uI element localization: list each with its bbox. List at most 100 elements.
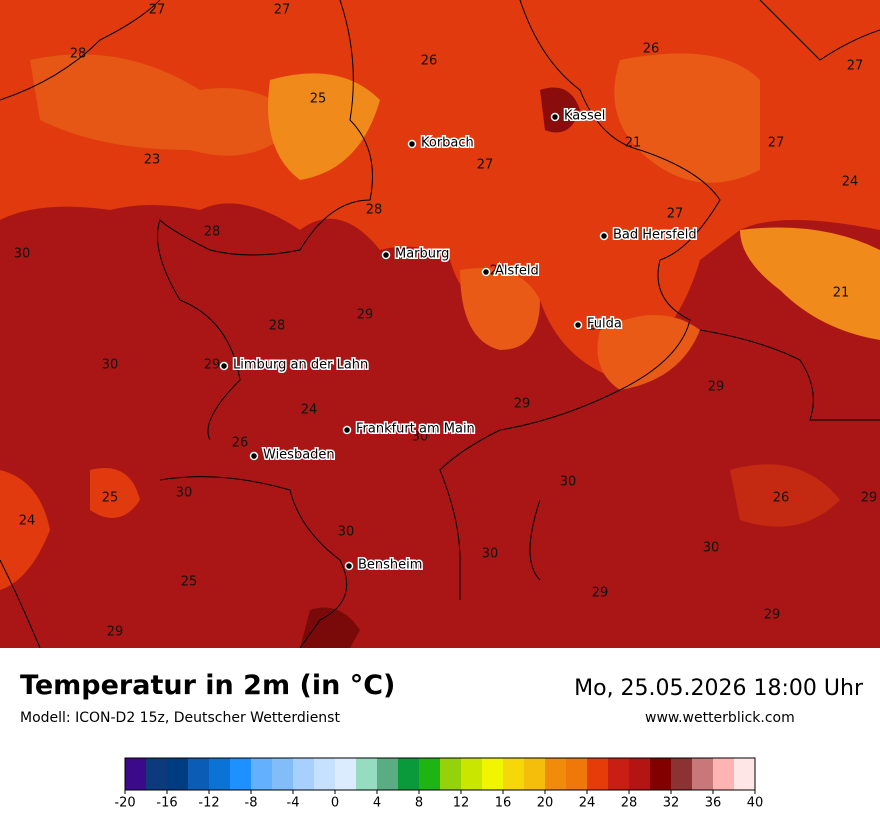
- city-label: Alsfeld: [495, 264, 539, 279]
- temperature-label: 27: [847, 59, 864, 74]
- temperature-label: 27: [274, 3, 291, 18]
- city-dot: [219, 361, 229, 371]
- city-dot: [573, 320, 583, 330]
- title: Temperatur in 2m (in °C): [20, 670, 396, 701]
- temperature-label: 30: [482, 547, 499, 562]
- colorbar-cell: [167, 758, 189, 790]
- colorbar-tick-label: 12: [453, 796, 470, 811]
- colorbar-cell: [461, 758, 483, 790]
- temperature-label: 25: [102, 491, 119, 506]
- colorbar-cell: [146, 758, 168, 790]
- city-label: Wiesbaden: [263, 448, 335, 463]
- temperature-label: 24: [19, 514, 36, 529]
- temperature-label: 24: [301, 403, 318, 418]
- temperature-label: 29: [764, 608, 781, 623]
- city-dot: [550, 112, 560, 122]
- colorbar-tick-label: -4: [287, 796, 300, 811]
- temperature-label: 26: [232, 436, 249, 451]
- colorbar-cell: [209, 758, 231, 790]
- city-label: Korbach: [421, 136, 474, 151]
- city-dot: [342, 425, 352, 435]
- temperature-label: 30: [102, 358, 119, 373]
- colorbar-cell: [314, 758, 336, 790]
- temperature-label: 27: [768, 136, 785, 151]
- colorbar-cell: [356, 758, 378, 790]
- colorbar-tick-label: 4: [373, 796, 381, 811]
- colorbar-tick-label: 24: [579, 796, 596, 811]
- city-label: Marburg: [395, 247, 449, 262]
- borders: [0, 0, 880, 648]
- colorbar-cell: [650, 758, 672, 790]
- temperature-label: 28: [366, 203, 383, 218]
- temperature-label: 28: [588, 319, 605, 334]
- colorbar-tick-label: 20: [537, 796, 554, 811]
- colorbar-cell: [398, 758, 420, 790]
- temperature-label: 27: [149, 3, 166, 18]
- temperature-label: 29: [861, 491, 878, 506]
- colorbar-tick-label: 40: [747, 796, 764, 811]
- colorbar-cell: [335, 758, 357, 790]
- city-label: Frankfurt am Main: [356, 422, 475, 437]
- temperature-label: 30: [703, 541, 720, 556]
- colorbar-tick-label: -12: [198, 796, 219, 811]
- city-label: Bad Hersfeld: [613, 228, 697, 243]
- temperature-label: 26: [773, 491, 790, 506]
- colorbar-cell: [440, 758, 462, 790]
- colorbar-cell: [293, 758, 315, 790]
- colorbar-cell: [419, 758, 441, 790]
- datetime: Mo, 25.05.2026 18:00 Uhr: [574, 676, 863, 701]
- temperature-label: 25: [181, 575, 198, 590]
- colorbar-cell: [587, 758, 609, 790]
- city-dot: [481, 267, 491, 277]
- colorbar-tick-label: 36: [705, 796, 722, 811]
- colorbar: -20 -16 -12 -8 -4 0 4 8 12 16 20 24 28 32 36 40: [114, 757, 764, 811]
- city-dot: [249, 451, 259, 461]
- temperature-label: 30: [176, 486, 193, 501]
- colorbar-tick-label: 32: [663, 796, 680, 811]
- colorbar-cell: [230, 758, 252, 790]
- city-dot: [599, 231, 609, 241]
- colorbar-tick-label: 28: [621, 796, 638, 811]
- colorbar-tick-label: -20: [114, 796, 135, 811]
- temperature-label: 26: [643, 42, 660, 57]
- colorbar-cell: [377, 758, 399, 790]
- colorbar-frame: [124, 757, 756, 791]
- temperature-labels: 27 27 28 26 26 27 25 23 27 21 27 24 28 27 28 30 29 21 28 29…: [14, 3, 878, 640]
- temperature-label: 28: [70, 47, 87, 62]
- temperature-label: 29: [357, 308, 374, 323]
- city-dot: [344, 561, 354, 571]
- colorbar-cell: [734, 758, 756, 790]
- temperature-label: 28: [269, 319, 286, 334]
- colorbar-tick-label: 0: [331, 796, 339, 811]
- temperature-label: 27: [667, 207, 684, 222]
- city-label: Limburg an der Lahn: [233, 358, 368, 373]
- city-markers: Kassel Korbach Marburg Alsfeld Bad Hersfeld F…: [219, 107, 698, 574]
- colorbar-tick-label: 16: [495, 796, 512, 811]
- temperature-label: 30: [560, 475, 577, 490]
- subtitle: Modell: ICON-D2 15z, Deutscher Wetterdie…: [20, 710, 340, 726]
- colorbar-cell: [503, 758, 525, 790]
- temperature-label: 27: [477, 158, 494, 173]
- colorbar-cell: [608, 758, 630, 790]
- temperature-label: 30: [412, 430, 429, 445]
- temperature-label: 24: [842, 175, 859, 190]
- city-dot: [407, 139, 417, 149]
- temperature-label: 29: [708, 380, 725, 395]
- city-label: Bensheim: [358, 558, 422, 573]
- temperature-label: 28: [204, 225, 221, 240]
- temperature-label: 21: [833, 286, 850, 301]
- colorbar-cell: [524, 758, 546, 790]
- colorbar-cell: [482, 758, 504, 790]
- colorbar-cell: [629, 758, 651, 790]
- warm-region: [0, 0, 880, 648]
- colorbar-cell: [545, 758, 567, 790]
- website: www.wetterblick.com: [645, 710, 795, 726]
- temperature-label: 23: [144, 153, 161, 168]
- temperature-label: 21: [625, 136, 642, 151]
- colorbar-cell: [125, 758, 147, 790]
- city-label: Fulda: [587, 317, 622, 332]
- city-label: Kassel: [564, 109, 605, 124]
- colorbar-cell: [713, 758, 735, 790]
- colorbar-tick-label: -8: [245, 796, 258, 811]
